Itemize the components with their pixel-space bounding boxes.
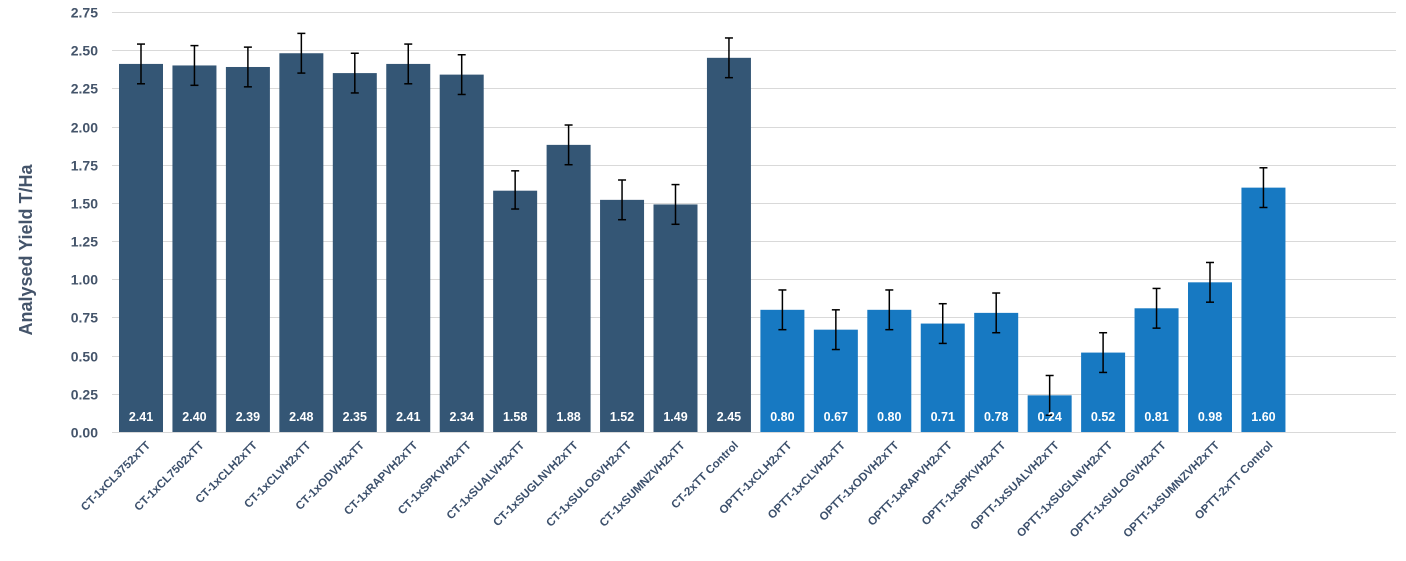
data-label: 1.49 [663, 410, 687, 424]
y-tick-label: 0.75 [71, 310, 98, 326]
bar [172, 65, 217, 433]
data-label: 1.58 [503, 410, 527, 424]
y-tick-label: 1.75 [71, 158, 98, 174]
y-tick-label: 2.25 [71, 81, 98, 97]
y-tick-label: 2.50 [71, 43, 98, 59]
bar [1134, 308, 1179, 432]
y-tick-label: 2.00 [71, 120, 98, 136]
y-tick-label: 1.25 [71, 234, 98, 250]
data-label: 0.52 [1091, 410, 1115, 424]
y-tick-label: 1.00 [71, 272, 98, 288]
bar [493, 190, 538, 432]
bar [706, 57, 751, 433]
bar [1241, 187, 1286, 432]
data-label: 0.98 [1198, 410, 1222, 424]
data-label: 2.39 [236, 410, 260, 424]
data-label: 0.67 [824, 410, 848, 424]
bar [546, 144, 591, 432]
data-label: 0.80 [770, 410, 794, 424]
x-tick-label: OPTT-1xSUALVH2xTT [968, 440, 1061, 533]
data-label: 2.41 [396, 410, 420, 424]
bar [439, 74, 484, 433]
x-tick-label: OPTT-1xSUGLNVH2xTT [1015, 440, 1115, 540]
bar [600, 199, 645, 432]
bar [279, 53, 324, 433]
data-label: 2.40 [182, 410, 206, 424]
bar [119, 63, 163, 432]
data-labels: 2.41 2.40 2.39 2.48 2.35 2.41 2.34 1.58 1.88 1.52… [129, 410, 1276, 424]
data-label: 2.48 [289, 410, 313, 424]
data-label: 2.45 [717, 410, 741, 424]
data-label: 0.24 [1037, 410, 1061, 424]
y-tick-label: 1.50 [71, 196, 98, 212]
bar [653, 204, 698, 432]
x-tick-label: OPTT-1xSULOGVH2xTT [1068, 440, 1169, 541]
y-axis-ticks: 0.00 0.25 0.50 0.75 1.00 1.25 1.50 1.75 2.00 2.25… [71, 5, 98, 441]
y-tick-label: 0.25 [71, 387, 98, 403]
error-bars [137, 32, 1268, 416]
data-label: 1.52 [610, 410, 634, 424]
x-tick-label: OPTT-1xSUMNZVH2xTT [1121, 440, 1222, 541]
bars [119, 53, 1286, 433]
data-label: 1.88 [556, 410, 580, 424]
y-tick-label: 0.00 [71, 425, 98, 441]
data-label: 1.60 [1251, 410, 1275, 424]
data-label: 2.35 [343, 410, 367, 424]
y-axis-label: Analysed Yield T/Ha [16, 163, 36, 335]
bar [225, 66, 270, 433]
data-label: 2.34 [450, 410, 474, 424]
bar [332, 73, 377, 432]
bar [1188, 282, 1232, 432]
x-axis-ticks: CT-1xCL3752xTTCT-1xCL7502xTTCT-1xCLH2xTT… [79, 440, 1275, 541]
y-tick-label: 2.75 [71, 5, 98, 21]
data-label: 0.78 [984, 410, 1008, 424]
data-label: 2.41 [129, 410, 153, 424]
data-label: 0.80 [877, 410, 901, 424]
bar [386, 63, 431, 432]
y-tick-label: 0.50 [71, 349, 98, 365]
data-label: 0.81 [1144, 410, 1168, 424]
data-label: 0.71 [931, 410, 955, 424]
gridlines [112, 12, 1396, 395]
